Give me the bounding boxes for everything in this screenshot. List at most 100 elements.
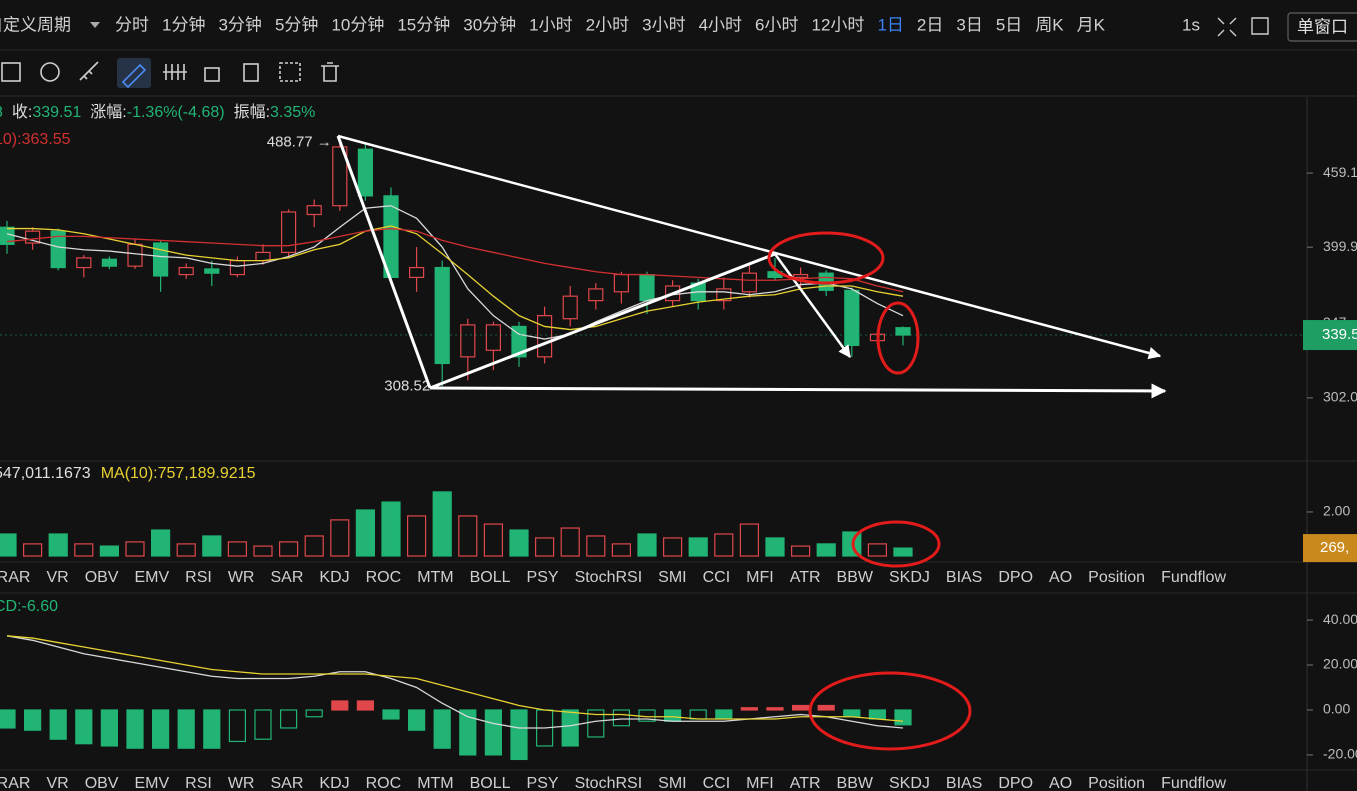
indicator-tab[interactable]: CCI: [703, 775, 731, 791]
candle-body: [178, 266, 194, 276]
tool-icon[interactable]: [204, 67, 220, 82]
indicator-tab[interactable]: ATR: [790, 775, 821, 791]
interval-button[interactable]: 2小时: [586, 15, 629, 34]
macd-bar: [100, 709, 119, 747]
indicator-tab[interactable]: Fundflow: [1161, 569, 1226, 586]
fullscreen-icon[interactable]: [1217, 17, 1237, 37]
indicator-tab[interactable]: ROC: [366, 569, 402, 586]
indicator-tab[interactable]: KDJ: [319, 775, 349, 791]
indicator-tab[interactable]: SKDJ: [889, 569, 930, 586]
indicator-tab[interactable]: BBW: [837, 569, 874, 586]
indicator-tab[interactable]: MFI: [746, 775, 774, 791]
indicator-tab[interactable]: BRAR: [0, 569, 30, 586]
interval-button[interactable]: 1分钟: [162, 15, 205, 34]
indicator-tab[interactable]: StochRSI: [575, 569, 643, 586]
indicator-tab[interactable]: StochRSI: [575, 775, 643, 791]
indicator-tab[interactable]: EMV: [134, 775, 169, 791]
speed-button[interactable]: 1s: [1182, 15, 1200, 34]
indicator-tab[interactable]: ATR: [790, 569, 821, 586]
indicator-tab[interactable]: BBW: [837, 775, 874, 791]
candle-body: [639, 273, 655, 302]
tool-icon[interactable]: [79, 61, 99, 81]
tool-icon[interactable]: [121, 63, 147, 89]
interval-button[interactable]: 5分钟: [275, 15, 318, 34]
tool-icon-active[interactable]: [117, 58, 151, 88]
interval-button[interactable]: 6小时: [755, 15, 798, 34]
indicator-tab[interactable]: BIAS: [946, 569, 982, 586]
indicator-tab[interactable]: SMI: [658, 569, 686, 586]
indicator-tab[interactable]: AO: [1049, 775, 1072, 791]
indicator-tab[interactable]: EMV: [134, 569, 169, 586]
tool-icon[interactable]: [321, 62, 339, 82]
macd-bar: [817, 704, 835, 711]
interval-button[interactable]: 1小时: [529, 15, 572, 34]
interval-button[interactable]: 3日: [956, 15, 982, 34]
candle-body: [50, 230, 66, 269]
volume-bar: [99, 545, 120, 557]
indicator-tab[interactable]: MTM: [417, 569, 453, 586]
popout-icon[interactable]: [1251, 17, 1269, 35]
interval-button[interactable]: 10分钟: [331, 15, 384, 34]
interval-button[interactable]: 2日: [917, 15, 943, 34]
indicator-tab[interactable]: VR: [46, 775, 68, 791]
indicator-tab[interactable]: BRAR: [0, 775, 30, 791]
indicator-tab[interactable]: SAR: [270, 569, 303, 586]
interval-button[interactable]: 15分钟: [397, 15, 450, 34]
indicator-tab[interactable]: RSI: [185, 569, 212, 586]
tool-icon[interactable]: [1, 62, 21, 82]
indicator-tab[interactable]: BIAS: [946, 775, 982, 791]
indicator-tab[interactable]: OBV: [85, 569, 119, 586]
indicator-tab[interactable]: SKDJ: [889, 775, 930, 791]
indicator-tab[interactable]: CCI: [703, 569, 731, 586]
indicator-tab[interactable]: AO: [1049, 569, 1072, 586]
interval-button[interactable]: 3小时: [642, 15, 685, 34]
period-menu[interactable]: 自定义周期: [0, 15, 71, 34]
ohlc-header: 振幅:: [234, 103, 270, 121]
y-tick-label: 2.00: [1323, 503, 1350, 519]
tool-icon[interactable]: [243, 63, 259, 82]
tool-icon[interactable]: [40, 62, 60, 82]
indicator-tab[interactable]: Position: [1088, 775, 1145, 791]
indicator-tab[interactable]: KDJ: [319, 569, 349, 586]
macd-bar: [254, 709, 272, 740]
interval-button[interactable]: 5日: [996, 15, 1022, 34]
indicator-tab[interactable]: SMI: [658, 775, 686, 791]
indicator-tab[interactable]: PSY: [527, 569, 559, 586]
indicator-tab[interactable]: WR: [228, 775, 255, 791]
indicator-tab[interactable]: OBV: [85, 775, 119, 791]
interval-button[interactable]: 12小时: [812, 15, 865, 34]
interval-button[interactable]: 分时: [115, 15, 149, 34]
ohlc-header: -1.36%(-4.68): [127, 104, 225, 121]
window-icons: [1217, 12, 1357, 42]
interval-button[interactable]: 月K: [1077, 15, 1106, 34]
indicator-tab[interactable]: RSI: [185, 775, 212, 791]
macd-bar: [382, 709, 400, 720]
indicator-tab[interactable]: SAR: [270, 775, 303, 791]
interval-button[interactable]: 30分钟: [463, 15, 516, 34]
indicator-tab[interactable]: PSY: [527, 775, 559, 791]
candle-body: [204, 268, 220, 274]
indicator-tab[interactable]: BOLL: [470, 569, 511, 586]
indicator-tab[interactable]: MFI: [746, 569, 774, 586]
highlight-circle: [851, 520, 941, 568]
indicator-tab[interactable]: DPO: [998, 569, 1033, 586]
interval-button[interactable]: 3分钟: [218, 15, 261, 34]
candle-body: [409, 266, 425, 279]
y-tick-label: 302.0: [1323, 389, 1357, 405]
indicator-tab[interactable]: VR: [46, 569, 68, 586]
window-label[interactable]: 单窗口: [1297, 17, 1348, 36]
interval-button[interactable]: 4小时: [699, 15, 742, 34]
indicator-tab[interactable]: BOLL: [470, 775, 511, 791]
interval-button[interactable]: 1日: [877, 15, 903, 34]
indicator-tab[interactable]: WR: [228, 569, 255, 586]
indicator-tab[interactable]: ROC: [366, 775, 402, 791]
tool-icon[interactable]: [279, 62, 301, 82]
indicator-tab[interactable]: MTM: [417, 775, 453, 791]
macd-bar: [331, 700, 349, 711]
indicator-tab[interactable]: Fundflow: [1161, 775, 1226, 791]
window-button[interactable]: [1287, 12, 1357, 42]
tool-icon[interactable]: [163, 64, 187, 80]
indicator-tab[interactable]: Position: [1088, 569, 1145, 586]
interval-button[interactable]: 周K: [1035, 15, 1064, 34]
indicator-tab[interactable]: DPO: [998, 775, 1033, 791]
